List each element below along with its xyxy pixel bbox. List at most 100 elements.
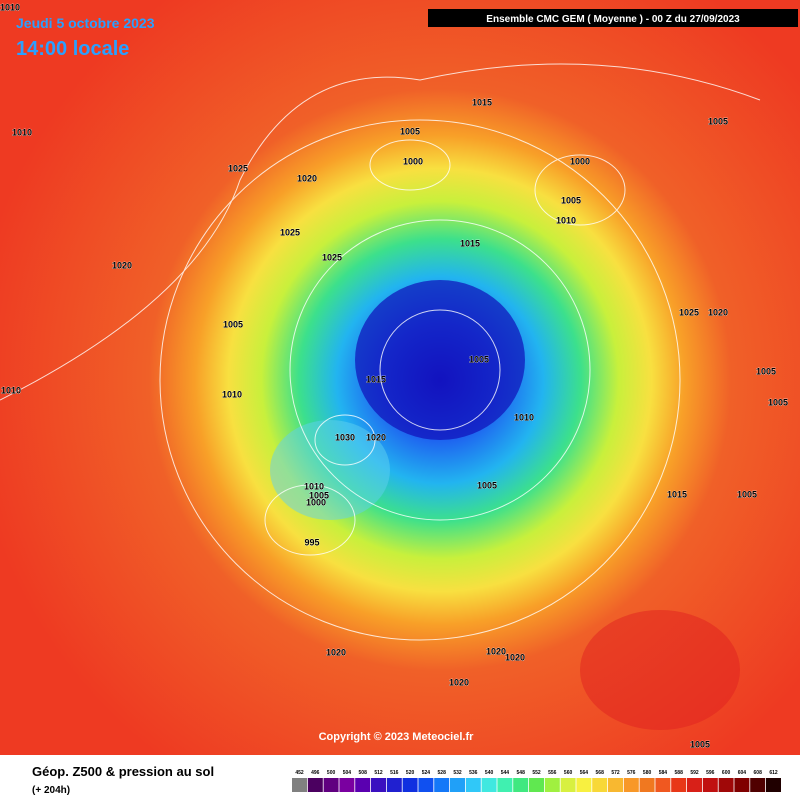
- scale-swatch: [655, 778, 671, 792]
- scale-swatch: [513, 778, 529, 792]
- scale-label: 516: [390, 770, 399, 776]
- scale-label: 560: [564, 770, 573, 776]
- scale-label: 572: [611, 770, 620, 776]
- scale-label: 564: [580, 770, 589, 776]
- scale-label: 548: [517, 770, 526, 776]
- isobar-label: 1005: [737, 489, 757, 499]
- scale-swatch: [529, 778, 544, 792]
- isobar-label: 1005: [708, 116, 728, 126]
- isobar-label: 995: [304, 537, 319, 547]
- scale-swatch: [323, 778, 339, 792]
- scale-label: 496: [311, 770, 320, 776]
- scale-swatch: [434, 778, 450, 792]
- scale-label: 608: [754, 770, 763, 776]
- scale-swatch: [592, 778, 608, 792]
- isobar-label: 1010: [1, 385, 21, 395]
- scale-swatch: [307, 778, 323, 792]
- isobar-label: 1010: [514, 412, 534, 422]
- scale-label: 524: [422, 770, 431, 776]
- date-label: Jeudi 5 octobre 2023: [16, 15, 155, 31]
- isobar-label: 1025: [280, 227, 300, 237]
- scale-swatch: [544, 778, 560, 792]
- isobar-label: 1005: [400, 126, 420, 136]
- scale-label: 576: [627, 770, 636, 776]
- isobar-label: 1010: [222, 389, 242, 399]
- isobar-label: 1010: [304, 481, 324, 491]
- scale-label: 532: [453, 770, 462, 776]
- isobar-label: 1010: [0, 2, 20, 12]
- isobar-label: 1030: [335, 432, 355, 442]
- scale-label: 584: [659, 770, 668, 776]
- isobar-label: 1020: [505, 652, 525, 662]
- scale-label: 528: [438, 770, 447, 776]
- scale-swatch: [702, 778, 718, 792]
- isobar-label: 1005: [690, 739, 710, 749]
- scale-label: 580: [643, 770, 652, 776]
- isobar-label: 1025: [679, 307, 699, 317]
- isobars: [0, 63, 761, 641]
- isobar-label: 1005: [223, 319, 243, 329]
- isobar-label: 1005: [561, 195, 581, 205]
- scale-swatch: [623, 778, 639, 792]
- scale-swatch: [418, 778, 434, 792]
- isobar-label: 1015: [460, 238, 480, 248]
- isobar-label: 1010: [556, 215, 576, 225]
- scale-label: 520: [406, 770, 415, 776]
- scale-label: 512: [374, 770, 383, 776]
- low-core: [355, 280, 525, 440]
- scale-swatch: [465, 778, 481, 792]
- scale-label: 604: [738, 770, 747, 776]
- footer-title: Géop. Z500 & pression au sol: [32, 764, 214, 779]
- isobar-label: 1025: [322, 252, 342, 262]
- scale-label: 504: [343, 770, 352, 776]
- scale-swatch: [671, 778, 687, 792]
- scale-swatch: [481, 778, 497, 792]
- scale-swatch: [339, 778, 355, 792]
- scale-swatch: [450, 778, 465, 792]
- isobar-label: 1005: [469, 354, 489, 364]
- scale-swatch: [608, 778, 623, 792]
- ridge: [580, 610, 740, 730]
- isobar-label: 1020: [708, 307, 728, 317]
- scale-swatch: [560, 778, 576, 792]
- scale-swatch: [497, 778, 513, 792]
- scale-swatch: [576, 778, 592, 792]
- scale-swatch: [718, 778, 734, 792]
- isobar-label: 1015: [366, 374, 386, 384]
- scale-swatch: [292, 778, 307, 792]
- scale-swatch: [734, 778, 750, 792]
- scale-swatch: [371, 778, 386, 792]
- scale-swatch: [386, 778, 402, 792]
- scale-swatch: [402, 778, 418, 792]
- scale-label: 508: [359, 770, 368, 776]
- isobar-label: 1020: [486, 646, 506, 656]
- isobar-label: 1015: [667, 489, 687, 499]
- scale-label: 588: [675, 770, 684, 776]
- scale-label: 500: [327, 770, 336, 776]
- time-label: 14:00 locale: [16, 38, 129, 60]
- isobar-label: 1010: [12, 127, 32, 137]
- isobar-label: 1020: [366, 432, 386, 442]
- isobar-label: 1020: [297, 173, 317, 183]
- isobar-label: 1015: [472, 97, 492, 107]
- isobar-label: 1000: [570, 156, 590, 166]
- isobar-label: 1005: [768, 397, 788, 407]
- scale-swatch: [750, 778, 766, 792]
- scale-swatch: [687, 778, 702, 792]
- isobar-label: 1005: [756, 366, 776, 376]
- isobar-label: 1005: [477, 480, 497, 490]
- footer-subtitle: (+ 204h): [32, 785, 70, 796]
- scale-label: 552: [532, 770, 541, 776]
- scale-label: 612: [769, 770, 778, 776]
- scale-label: 540: [485, 770, 494, 776]
- copyright: Copyright © 2023 Meteociel.fr: [319, 731, 475, 743]
- scale-label: 568: [596, 770, 605, 776]
- scale-swatch: [766, 778, 781, 792]
- isobar-label: 1025: [228, 163, 248, 173]
- model-label: Ensemble CMC GEM ( Moyenne ) - 00 Z du 2…: [486, 14, 740, 25]
- isobar-label: 1000: [306, 497, 326, 507]
- scale-label: 596: [706, 770, 715, 776]
- trough: [270, 420, 390, 520]
- isobar-label: 1005: [309, 490, 329, 500]
